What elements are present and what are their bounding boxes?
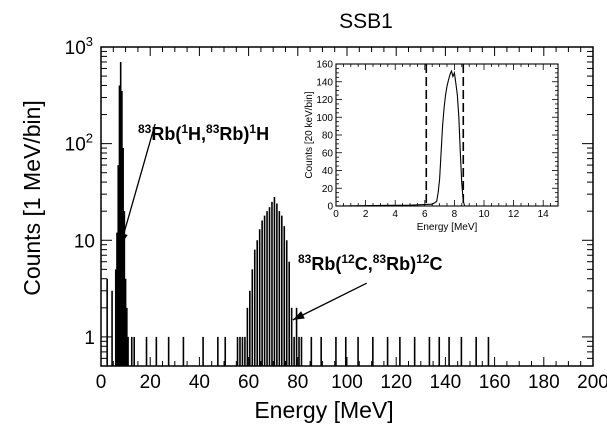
y-tick-label-base: 10 bbox=[65, 38, 86, 59]
x-tick-label: 140 bbox=[430, 372, 462, 393]
inset-histogram bbox=[335, 69, 558, 207]
annotation-text: Rb( bbox=[311, 254, 341, 274]
y-tick-label: 1 bbox=[84, 328, 95, 349]
inset-x-tick-label: 8 bbox=[452, 209, 458, 220]
x-tick-label: 180 bbox=[528, 372, 560, 393]
annotation-superscript: 83 bbox=[138, 122, 152, 136]
inset-y-tick-label: 140 bbox=[316, 77, 333, 88]
annotation-text: Rb) bbox=[386, 254, 416, 274]
y-tick-label: 10 bbox=[74, 231, 95, 252]
annotation-text: H bbox=[256, 124, 269, 144]
annotation-arrow bbox=[120, 123, 156, 245]
x-axis-label: Energy [MeV] bbox=[254, 397, 393, 423]
annotation-text: Rb( bbox=[151, 124, 181, 144]
annotation-superscript: 12 bbox=[416, 252, 430, 266]
y-tick-label-exponent: 3 bbox=[86, 34, 93, 49]
inset-background bbox=[300, 56, 570, 238]
x-tick-label: 20 bbox=[140, 372, 161, 393]
x-tick-label: 80 bbox=[287, 372, 308, 393]
annotation-text: C bbox=[429, 254, 442, 274]
annotation-text: H, bbox=[188, 124, 206, 144]
annotation-text: Rb) bbox=[219, 124, 249, 144]
x-tick-label: 100 bbox=[331, 372, 363, 393]
inset-y-tick-label: 100 bbox=[316, 113, 333, 124]
y-axis-label: Counts [1 MeV/bin] bbox=[19, 100, 45, 296]
chart-title: SSB1 bbox=[339, 10, 393, 33]
inset-y-tick-label: 120 bbox=[316, 95, 333, 106]
inset-y-tick-label: 80 bbox=[322, 131, 334, 142]
inset-x-tick-label: 14 bbox=[538, 209, 550, 220]
annotation-arrow bbox=[292, 282, 367, 321]
inset-x-tick-label: 2 bbox=[363, 209, 369, 220]
inset-y-tick-label: 40 bbox=[322, 166, 334, 177]
inset-x-tick-label: 4 bbox=[392, 209, 398, 220]
inset-x-tick-label: 12 bbox=[508, 209, 520, 220]
inset-x-tick-label: 0 bbox=[333, 209, 339, 220]
annotation-text: C, bbox=[355, 254, 373, 274]
inset-y-tick-label: 0 bbox=[327, 202, 333, 213]
x-tick-label: 160 bbox=[479, 372, 511, 393]
inset-y-tick-label: 60 bbox=[322, 148, 334, 159]
annotation-superscript: 83 bbox=[298, 252, 312, 266]
annotation-superscript: 12 bbox=[341, 252, 355, 266]
annotation-superscript: 1 bbox=[181, 122, 188, 136]
inset-y-tick-label: 20 bbox=[322, 184, 334, 195]
inset-x-tick-label: 10 bbox=[478, 209, 490, 220]
annotation-superscript: 83 bbox=[373, 252, 387, 266]
x-tick-label: 40 bbox=[189, 372, 210, 393]
y-tick-label-base: 10 bbox=[65, 135, 86, 156]
annotation-label: 83Rb(1H,83Rb)1H bbox=[138, 122, 269, 144]
annotation-superscript: 1 bbox=[249, 122, 256, 136]
x-tick-label: 200 bbox=[577, 372, 607, 393]
annotation-arrowhead bbox=[292, 311, 305, 320]
y-tick-label: 103 bbox=[65, 34, 93, 59]
y-tick-label: 102 bbox=[65, 131, 93, 156]
annotation-label: 83Rb(12C,83Rb)12C bbox=[298, 252, 442, 274]
x-tick-label: 60 bbox=[238, 372, 259, 393]
y-tick-label-exponent: 2 bbox=[86, 131, 93, 146]
inset-x-tick-label: 6 bbox=[422, 209, 428, 220]
annotation-superscript: 83 bbox=[206, 122, 220, 136]
inset-x-axis-label: Energy [MeV] bbox=[417, 222, 478, 233]
x-tick-label: 0 bbox=[96, 372, 107, 393]
x-tick-label: 120 bbox=[380, 372, 412, 393]
main-plot: 0 20 40 60 80 100 120 140 160 180 20011010210383Rb… bbox=[65, 34, 607, 393]
annotation-arrowhead bbox=[119, 232, 128, 245]
inset-y-tick-label: 160 bbox=[316, 60, 333, 71]
inset-y-axis-label: Counts [20 keV/bin] bbox=[304, 91, 315, 178]
